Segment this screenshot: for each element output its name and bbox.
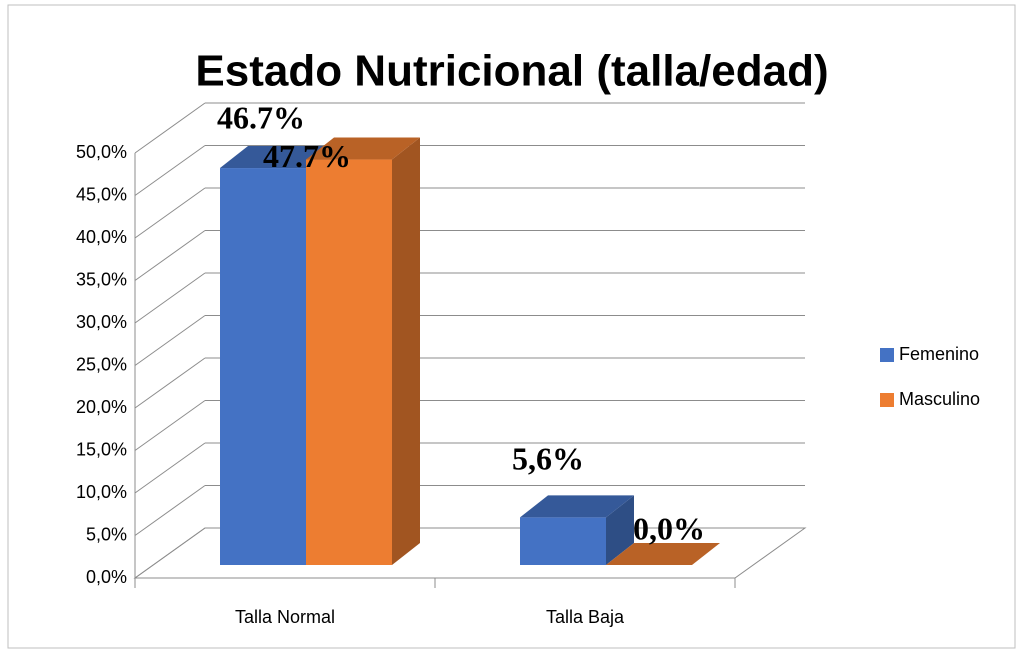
grid-line <box>134 102 206 154</box>
chart-title: Estado Nutricional (talla/edad) <box>195 47 828 96</box>
grid-line <box>134 442 206 494</box>
data-label: 46.7% <box>217 99 305 135</box>
bar-top <box>606 543 720 565</box>
legend-label: Masculino <box>899 389 980 409</box>
bar-top <box>306 137 420 160</box>
bar <box>520 495 634 565</box>
grid-line <box>134 485 206 536</box>
y-tick-label: 25,0% <box>76 354 127 374</box>
data-label: 47.7% <box>263 138 351 174</box>
y-tick-label: 45,0% <box>76 184 127 204</box>
grid-line <box>134 272 206 324</box>
y-tick-label: 0,0% <box>86 567 127 587</box>
grid-line <box>134 400 206 451</box>
data-label: 0,0% <box>633 510 705 546</box>
legend-swatch <box>880 348 894 362</box>
legend-swatch <box>880 393 894 407</box>
legend-label: Femenino <box>899 344 979 364</box>
bar-side <box>392 137 420 566</box>
y-tick-label: 50,0% <box>76 142 127 162</box>
y-tick-label: 10,0% <box>76 482 127 502</box>
grid-line <box>134 145 206 196</box>
x-tick-label: Talla Normal <box>235 607 335 627</box>
grid-line <box>134 357 206 409</box>
y-tick-label: 30,0% <box>76 312 127 332</box>
chart-frame <box>7 4 1016 649</box>
y-tick-label: 20,0% <box>76 397 127 417</box>
grid-line <box>134 527 206 579</box>
bar <box>306 137 420 566</box>
y-tick-label: 5,0% <box>86 524 127 544</box>
bar <box>606 543 720 565</box>
grid-line <box>134 230 206 281</box>
grid-line <box>134 315 206 366</box>
bar-front <box>220 168 306 566</box>
grid-line <box>134 187 206 239</box>
y-tick-label: 40,0% <box>76 227 127 247</box>
y-tick-label: 35,0% <box>76 269 127 289</box>
bar-top <box>520 495 634 518</box>
bar-top <box>220 146 334 169</box>
y-tick-label: 15,0% <box>76 439 127 459</box>
bar-side <box>606 495 634 565</box>
x-tick-label: Talla Baja <box>546 607 625 627</box>
data-label: 5,6% <box>512 441 584 477</box>
bar-front <box>520 517 606 565</box>
bar-front <box>306 159 392 566</box>
